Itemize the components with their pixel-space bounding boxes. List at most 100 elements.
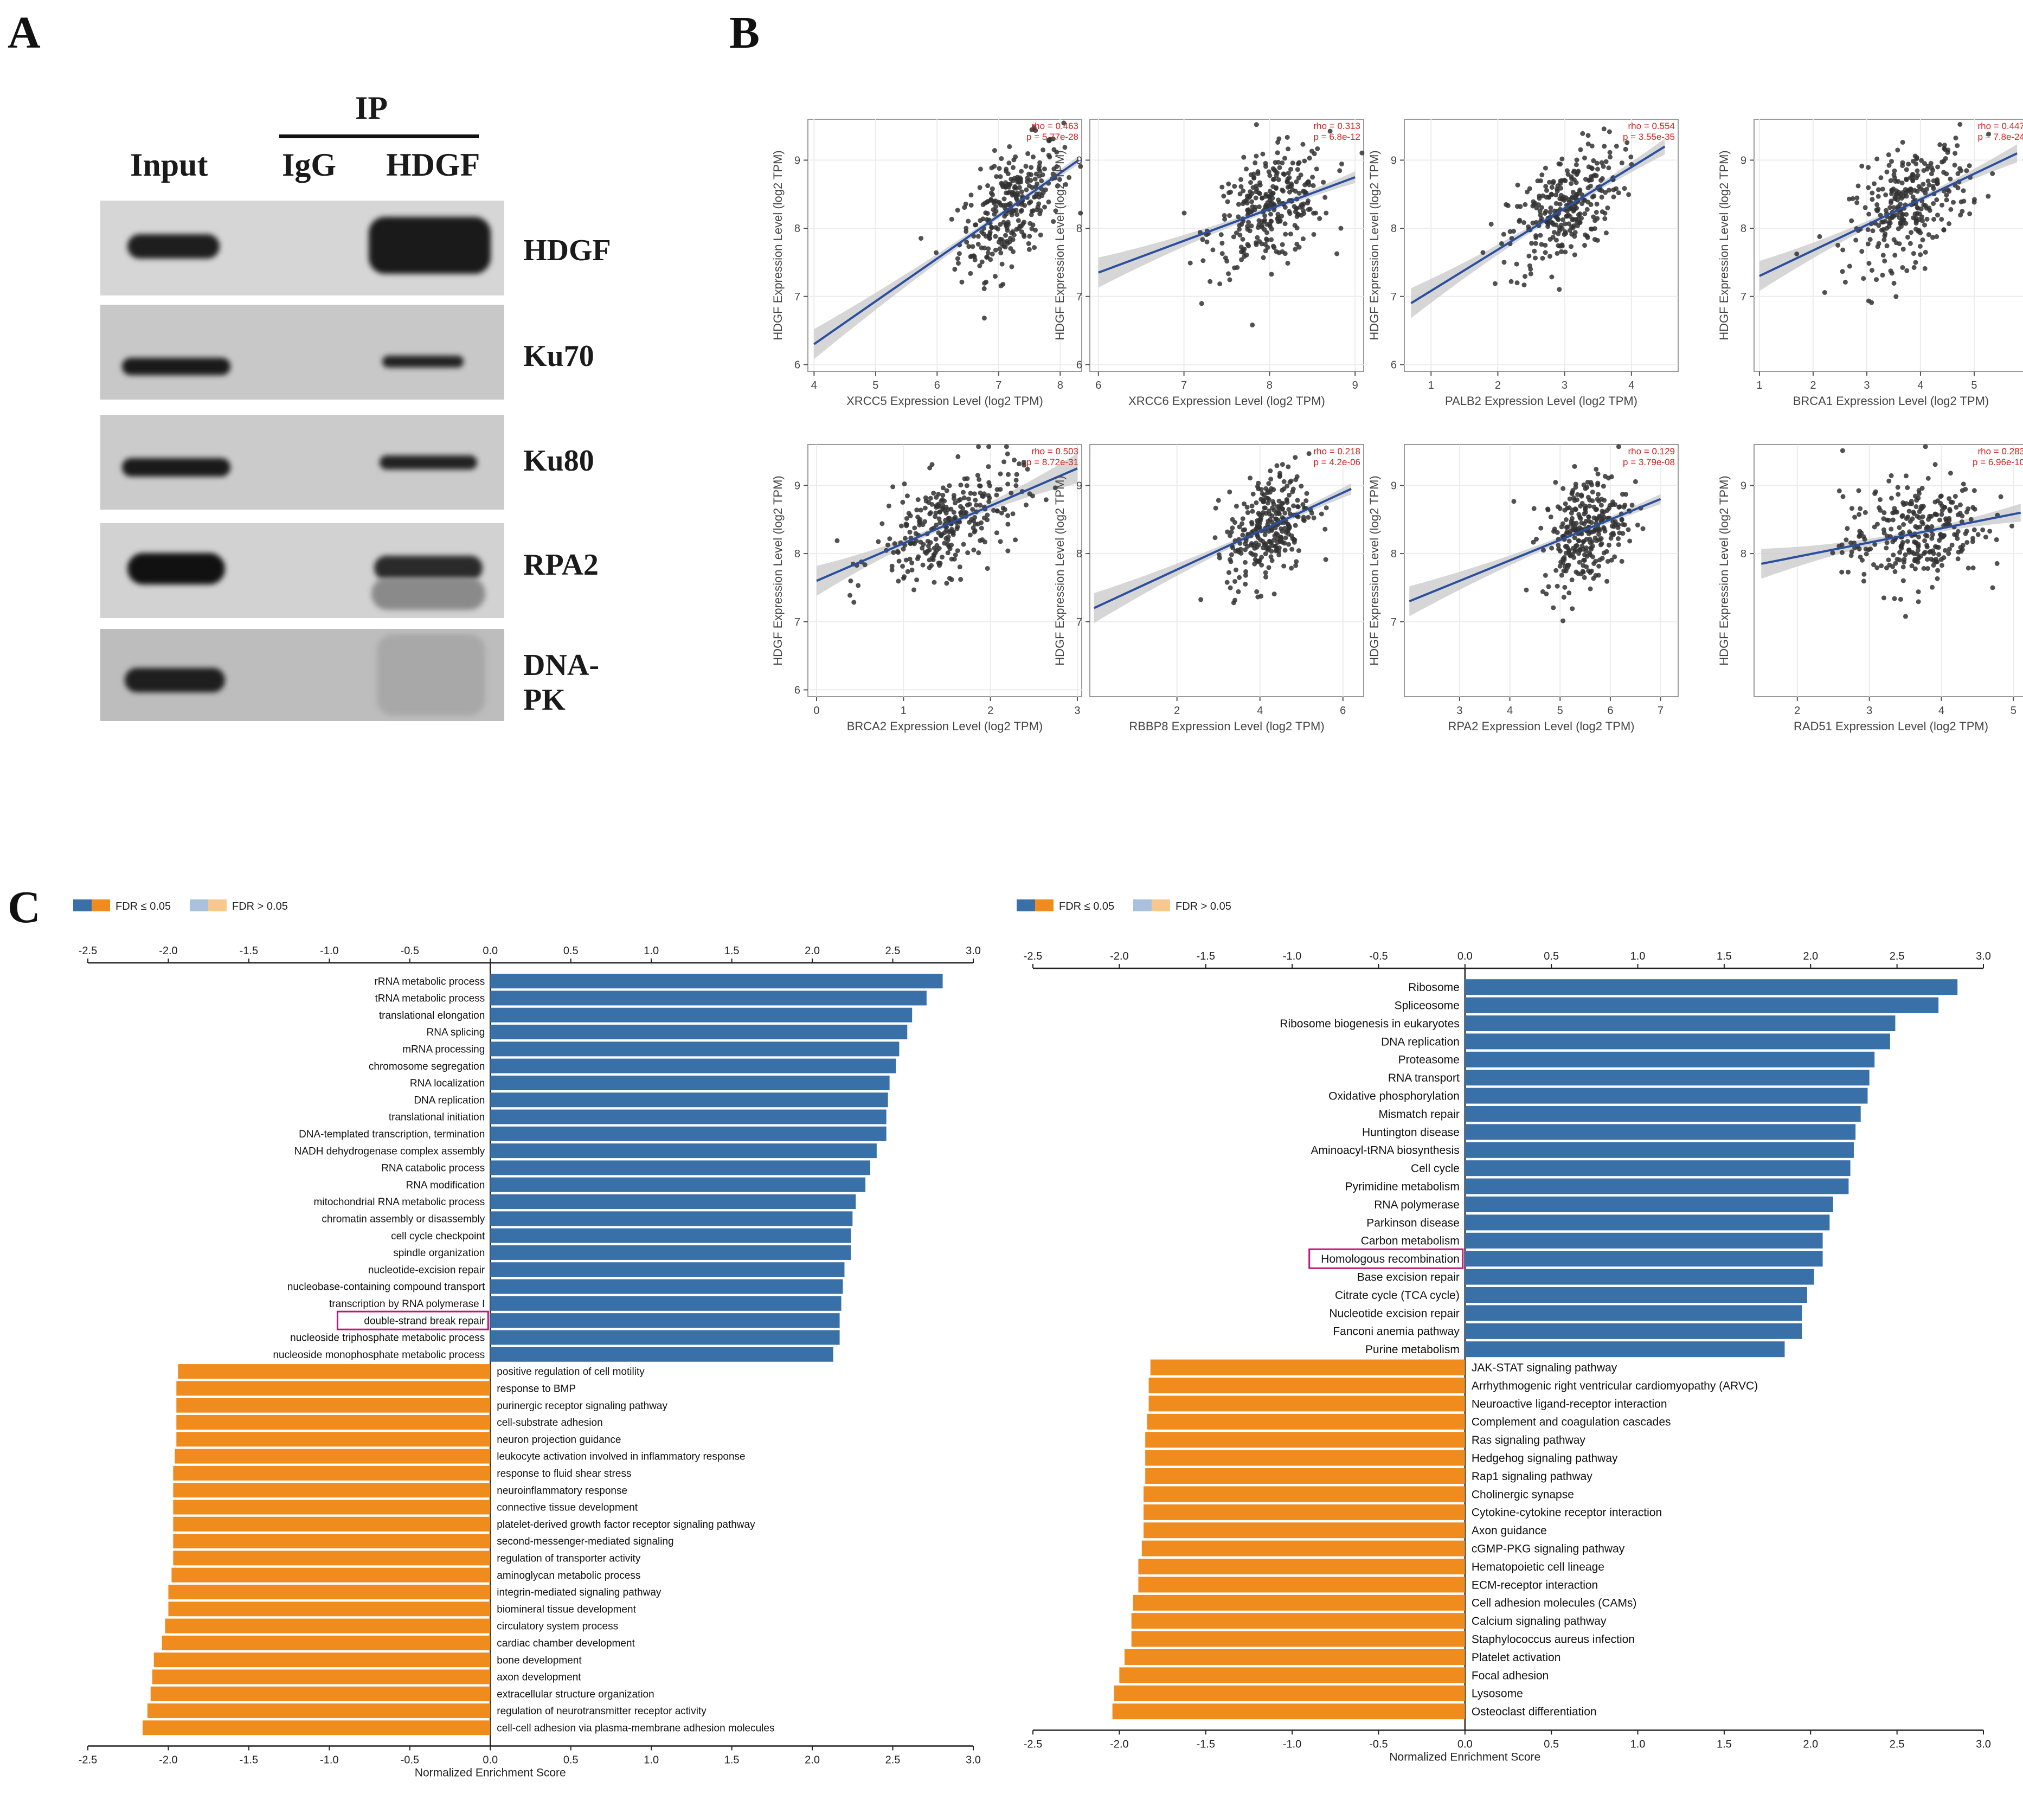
data-point bbox=[1534, 536, 1539, 542]
data-point bbox=[1598, 503, 1604, 508]
data-point bbox=[1019, 189, 1024, 195]
data-point bbox=[1565, 565, 1570, 570]
data-point bbox=[1861, 578, 1866, 584]
bar-positive bbox=[1465, 1214, 1830, 1231]
data-point bbox=[1253, 526, 1258, 532]
y-axis-label: HDGF Expression Level (log2 TPM) bbox=[771, 475, 785, 666]
data-point bbox=[996, 240, 1001, 245]
legend-label-sig: FDR ≤ 0.05 bbox=[115, 901, 171, 912]
data-point bbox=[1939, 216, 1944, 222]
data-point bbox=[1295, 167, 1300, 172]
data-point bbox=[1551, 605, 1556, 610]
axis-tick-label: 2.5 bbox=[1890, 950, 1905, 962]
data-point bbox=[1884, 169, 1890, 175]
x-tick-label: 7 bbox=[996, 380, 1001, 391]
data-point bbox=[1268, 211, 1274, 217]
data-point bbox=[1882, 258, 1887, 263]
data-point bbox=[1005, 513, 1011, 518]
data-point bbox=[1277, 165, 1282, 170]
data-point bbox=[1274, 463, 1280, 468]
data-point bbox=[955, 524, 960, 530]
data-point bbox=[1880, 186, 1885, 192]
data-point bbox=[1577, 220, 1583, 225]
data-point bbox=[1239, 257, 1244, 262]
data-point bbox=[1577, 559, 1582, 565]
data-point bbox=[1300, 203, 1305, 209]
data-point bbox=[1595, 480, 1601, 486]
data-point bbox=[1288, 166, 1294, 172]
data-point bbox=[1594, 538, 1600, 543]
category-label: DNA replication bbox=[1381, 1036, 1460, 1048]
data-point bbox=[1617, 530, 1622, 536]
data-point bbox=[979, 525, 984, 531]
data-point bbox=[1595, 471, 1601, 477]
regression-line bbox=[1409, 498, 1661, 602]
axis-tick-label: 0.5 bbox=[563, 945, 579, 957]
data-point bbox=[1921, 182, 1926, 187]
rho-annotation: rho = 0.218 bbox=[1314, 446, 1361, 456]
data-point bbox=[1302, 189, 1307, 195]
data-point bbox=[1257, 239, 1262, 245]
data-point bbox=[975, 241, 981, 247]
data-point bbox=[1897, 525, 1902, 530]
panel-b-label: B bbox=[729, 8, 760, 58]
data-point bbox=[1262, 227, 1267, 233]
data-point bbox=[1929, 524, 1935, 529]
data-point bbox=[1241, 528, 1246, 533]
data-point bbox=[1062, 145, 1068, 150]
data-point bbox=[1572, 204, 1577, 209]
data-point bbox=[1875, 208, 1880, 214]
data-point bbox=[1576, 512, 1582, 517]
data-point bbox=[994, 530, 999, 536]
data-point bbox=[1947, 506, 1953, 512]
data-point bbox=[1061, 120, 1067, 126]
data-point bbox=[975, 234, 981, 239]
data-point bbox=[998, 222, 1003, 227]
data-point bbox=[1236, 202, 1241, 207]
data-point bbox=[978, 484, 983, 489]
data-point bbox=[1878, 213, 1883, 218]
data-point bbox=[1958, 199, 1964, 204]
bar-positive bbox=[1465, 1033, 1890, 1050]
bar-positive bbox=[1465, 1323, 1802, 1339]
data-point bbox=[1009, 230, 1014, 236]
data-point bbox=[1909, 230, 1914, 235]
bar-positive bbox=[490, 1109, 887, 1124]
data-point bbox=[1922, 266, 1928, 271]
data-point bbox=[1323, 557, 1328, 562]
data-point bbox=[1217, 281, 1223, 287]
data-point bbox=[1266, 565, 1271, 570]
x-tick-label: 2 bbox=[1174, 705, 1180, 717]
data-point bbox=[1237, 524, 1242, 530]
data-point bbox=[1270, 499, 1276, 504]
data-point bbox=[1906, 550, 1912, 555]
data-point bbox=[1889, 526, 1894, 532]
category-label: chromosome segregation bbox=[369, 1061, 485, 1072]
data-point bbox=[1970, 539, 1975, 544]
x-tick-label: 4 bbox=[1507, 705, 1513, 717]
data-point bbox=[1010, 511, 1016, 517]
data-point bbox=[1338, 226, 1344, 231]
data-point bbox=[1556, 231, 1561, 236]
data-point bbox=[976, 444, 981, 449]
data-point bbox=[1910, 177, 1916, 183]
y-tick-label: 9 bbox=[794, 480, 800, 492]
data-point bbox=[1923, 249, 1928, 255]
category-label: Calcium signaling pathway bbox=[1472, 1615, 1607, 1628]
data-point bbox=[970, 506, 975, 512]
data-point bbox=[989, 224, 994, 230]
data-point bbox=[953, 515, 958, 520]
data-point bbox=[1552, 230, 1557, 235]
data-point bbox=[1596, 492, 1601, 497]
category-label: neuron projection guidance bbox=[497, 1434, 621, 1445]
bar-negative bbox=[1145, 1450, 1465, 1466]
data-point bbox=[1898, 191, 1903, 197]
data-point bbox=[1575, 497, 1580, 503]
data-point bbox=[992, 164, 997, 169]
data-point bbox=[964, 240, 969, 245]
data-point bbox=[1558, 185, 1564, 191]
data-point bbox=[1911, 265, 1917, 270]
data-point bbox=[917, 517, 923, 522]
data-point bbox=[1501, 260, 1507, 265]
data-point bbox=[1578, 504, 1583, 509]
